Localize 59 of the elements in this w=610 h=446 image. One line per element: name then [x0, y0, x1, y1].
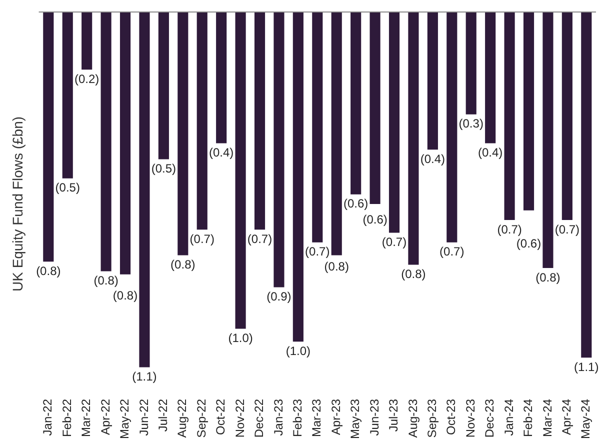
data-label: (0.7)	[497, 222, 522, 236]
x-tick-label: May-23	[348, 398, 362, 439]
y-axis-title: UK Equity Fund Flows (£bn)	[9, 116, 26, 292]
data-label: (0.7)	[305, 244, 330, 259]
data-label: (0.6)	[516, 236, 542, 251]
data-label: (0.8)	[536, 270, 560, 284]
data-label: (0.8)	[36, 264, 61, 278]
x-tick-label: Jun-23	[367, 398, 382, 436]
data-label: (0.2)	[74, 72, 100, 86]
data-label: (1.1)	[574, 360, 599, 374]
x-tick-label: Dec-22	[252, 398, 266, 438]
data-label: (0.8)	[94, 274, 118, 288]
data-label: (0.4)	[420, 152, 446, 166]
data-label: (0.4)	[478, 146, 503, 160]
data-label: (0.8)	[112, 288, 138, 303]
x-tick-label: Sep-23	[424, 398, 439, 438]
data-label: (0.7)	[247, 232, 272, 246]
data-label: (0.5)	[55, 180, 80, 195]
x-tick-label: May-22	[118, 398, 132, 439]
x-tick-label: Apr-23	[328, 398, 343, 436]
data-label: (0.7)	[190, 232, 214, 246]
x-tick-label: Jan-23	[271, 398, 286, 436]
x-tick-label: Jul-22	[156, 398, 170, 432]
x-tick-label: Mar-22	[79, 398, 94, 437]
x-tick-label: Jul-23	[386, 398, 401, 432]
data-label: (0.8)	[170, 258, 196, 272]
x-tick-label: Apr-22	[98, 398, 112, 436]
data-label: (0.7)	[554, 222, 580, 236]
data-label: (0.8)	[324, 260, 349, 274]
data-label: (1.0)	[286, 344, 311, 358]
data-label: (0.6)	[362, 212, 388, 226]
data-label: (0.3)	[458, 116, 484, 131]
data-label: (1.0)	[228, 331, 253, 346]
x-tick-label: Aug-22	[175, 398, 190, 438]
x-tick-label: Mar-24	[540, 398, 554, 437]
x-tick-label: Feb-23	[290, 398, 304, 438]
data-label: (0.7)	[382, 235, 407, 250]
x-tick-label: Feb-24	[521, 398, 536, 438]
x-tick-label: Feb-22	[60, 398, 74, 438]
x-tick-label: Jun-22	[136, 398, 151, 436]
x-tick-label: Nov-22	[232, 398, 247, 438]
x-tick-label: Nov-23	[463, 398, 478, 438]
data-label: (0.6)	[343, 196, 368, 211]
data-label: (0.9)	[266, 290, 292, 304]
x-tick-label: Dec-23	[482, 398, 497, 438]
data-label: (0.7)	[440, 244, 464, 259]
x-tick-label: Aug-23	[406, 398, 420, 438]
x-tick-label: Mar-23	[310, 398, 324, 437]
x-tick-label: Jan-24	[502, 398, 516, 436]
data-label: (0.8)	[401, 267, 426, 282]
x-tick-label: Oct-23	[444, 398, 458, 435]
data-label: (1.1)	[132, 370, 157, 384]
x-tick-label: Sep-22	[194, 398, 208, 438]
data-label: (0.4)	[208, 146, 234, 160]
data-label: (0.5)	[151, 162, 176, 176]
x-tick-label: Jan-22	[40, 398, 55, 436]
x-tick-label: May-24	[578, 398, 593, 439]
x-tick-label: Oct-22	[214, 398, 228, 435]
x-tick-label: Apr-24	[559, 398, 574, 436]
